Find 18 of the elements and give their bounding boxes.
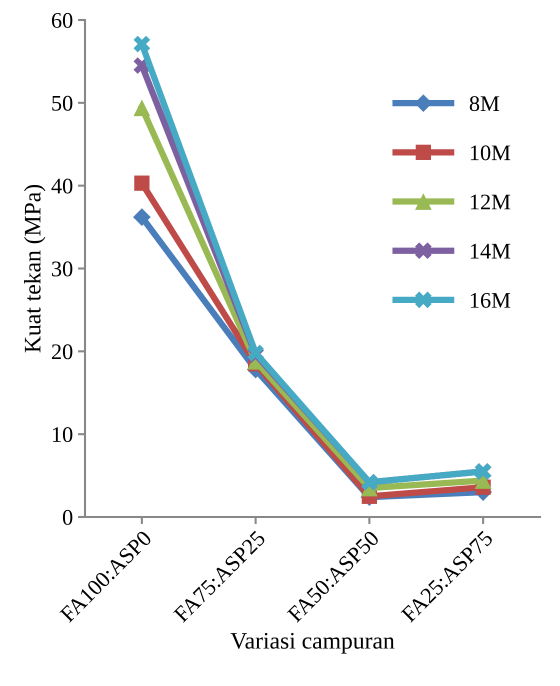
x-axis-title: Variasi campuran	[230, 632, 394, 654]
legend-label: 14M	[470, 244, 510, 258]
y-tick-label: 0	[62, 510, 72, 525]
legend-label: 16M	[470, 292, 510, 308]
legend-label: 12M	[470, 194, 510, 210]
point	[133, 208, 151, 226]
legend-label: 10M	[470, 145, 510, 160]
point	[134, 36, 150, 52]
y-axis-title: Kuat tekan (MPa)	[24, 184, 46, 352]
legend-label: 8M	[470, 96, 500, 112]
y-tick-label: 40	[51, 178, 72, 194]
y-tick-label: 50	[52, 96, 72, 111]
y-tick-label: 30	[52, 261, 72, 276]
y-tick-label: 20	[52, 344, 72, 360]
point	[134, 176, 150, 191]
y-tick-label: 10	[52, 427, 72, 442]
point	[134, 99, 150, 116]
y-tick-label: 60	[52, 12, 72, 28]
